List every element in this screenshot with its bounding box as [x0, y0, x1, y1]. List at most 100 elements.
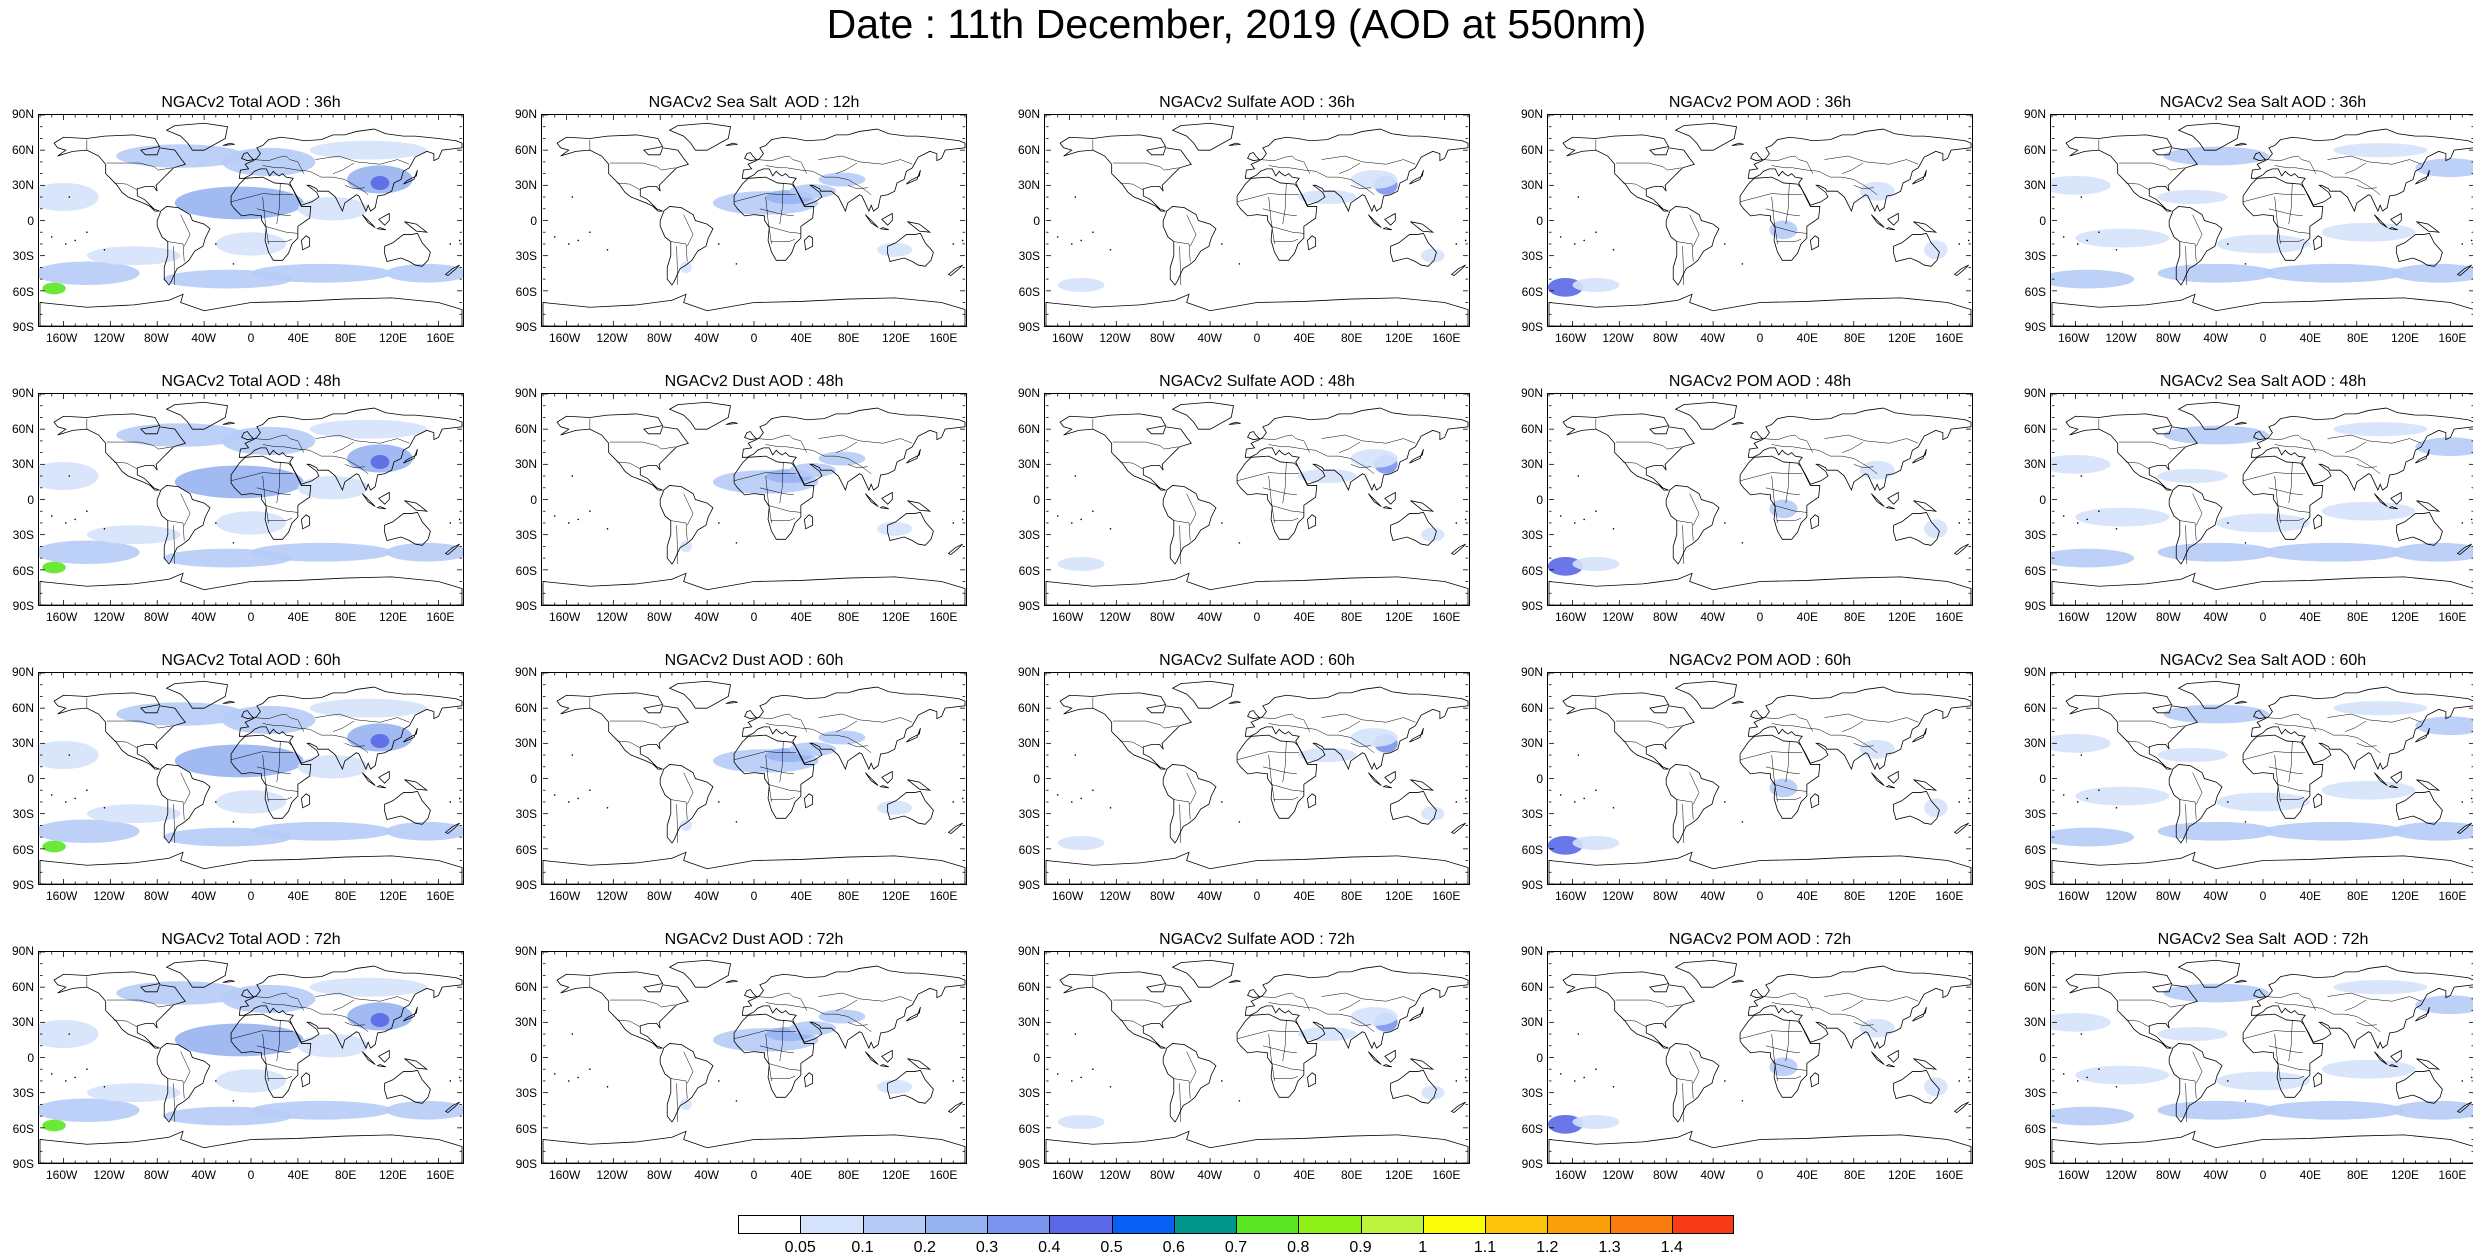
country-border — [670, 241, 688, 262]
island — [74, 1076, 76, 1079]
coastline — [1887, 770, 1899, 784]
tick-marks — [542, 115, 966, 326]
lat-tick-label: 0 — [530, 771, 537, 786]
lon-tick-label: 40E — [1796, 1168, 1818, 1182]
lon-tick-label: 160E — [2438, 610, 2467, 624]
coastline — [1871, 214, 1885, 228]
country-border — [106, 999, 173, 1008]
coastline — [241, 431, 255, 441]
country-border — [1237, 751, 1300, 761]
island — [1967, 1076, 1970, 1079]
country-border — [1853, 743, 1874, 748]
aod-blob — [2216, 1071, 2310, 1091]
lon-tick-label: 80W — [1652, 889, 1678, 903]
country-border — [1350, 464, 1371, 469]
page-title: Date : 11th December, 2019 (AOD at 550nm… — [826, 1, 1647, 47]
lon-tick-label: 80W — [2155, 1168, 2181, 1182]
world-map — [38, 114, 464, 327]
lon-tick-label: 120W — [93, 1168, 125, 1182]
coastline — [165, 122, 228, 151]
island — [232, 1100, 235, 1102]
coastline — [1548, 572, 1972, 605]
country-border — [2268, 1045, 2303, 1054]
lon-tick-label: 40W — [191, 889, 216, 903]
island — [1074, 475, 1077, 477]
country-border — [1622, 182, 1647, 191]
island — [2244, 542, 2247, 544]
country-border — [173, 246, 176, 285]
world-map — [38, 951, 464, 1164]
island — [68, 196, 71, 198]
coastline — [1953, 264, 1969, 277]
lon-tick-label: 120E — [1887, 1168, 1917, 1182]
coastline — [906, 169, 921, 185]
tick-marks — [542, 952, 966, 1163]
country-border — [800, 727, 872, 753]
aod-field — [1548, 181, 1948, 297]
colorbar-label: 0.6 — [1162, 1239, 1185, 1256]
lat-tick-label: 90S — [515, 878, 537, 892]
lon-tick-label: 0 — [247, 331, 255, 345]
lon-tick-label: 160W — [1051, 610, 1084, 624]
aod-field — [1057, 1007, 1445, 1130]
country-border — [1615, 999, 1682, 1008]
aod-field — [2051, 422, 2473, 568]
coastline — [744, 431, 758, 441]
country-border — [267, 1075, 293, 1079]
island — [1056, 236, 1059, 238]
country-border — [231, 193, 294, 203]
panel-title: NGACv2 Sea Salt AOD : 72h — [2157, 931, 2369, 948]
island — [2098, 231, 2100, 234]
country-border — [847, 464, 868, 469]
country-border — [1841, 441, 1864, 453]
coastlines — [2051, 680, 2473, 884]
island — [1583, 518, 1585, 521]
country-border — [180, 1051, 191, 1084]
aod-blob — [251, 821, 392, 841]
island — [718, 243, 720, 245]
panel-title: NGACv2 Dust AOD : 72h — [664, 931, 844, 948]
aod-blob — [42, 561, 66, 574]
coastline — [2065, 971, 2198, 1049]
island — [735, 1100, 738, 1102]
country-border — [262, 196, 269, 245]
lat-tick-label: 60S — [515, 842, 537, 857]
lon-tick-label: 160W — [45, 610, 78, 624]
country-border — [1682, 525, 1685, 564]
coastline — [1409, 1006, 1424, 1022]
country-border — [2265, 434, 2317, 453]
island — [50, 515, 53, 517]
lat-tick-label: 90S — [2024, 599, 2046, 613]
lon-tick-label: 160W — [1554, 331, 1587, 345]
country-border — [1273, 1075, 1299, 1079]
island — [577, 239, 579, 242]
country-border — [1615, 720, 1682, 729]
aod-blob — [789, 742, 837, 757]
tick-marks — [2051, 115, 2473, 326]
coastlines — [1045, 959, 1469, 1163]
coastline — [865, 214, 879, 228]
aod-blob — [1924, 1077, 1948, 1097]
coastline — [1912, 727, 1927, 743]
country-border — [1689, 214, 1700, 247]
coastline — [1810, 793, 1820, 809]
aod-blob — [385, 542, 463, 562]
country-border — [1771, 723, 1807, 729]
lon-tick-label: 120W — [1099, 1168, 1131, 1182]
aod-blob — [680, 1098, 692, 1111]
island — [1958, 801, 1961, 803]
lon-tick-label: 80E — [1340, 889, 1363, 903]
aod-blob — [2163, 146, 2269, 166]
lat-tick-label: 0 — [1033, 492, 1040, 507]
island — [232, 821, 235, 823]
coastline — [403, 169, 418, 185]
lon-tick-label: 40W — [2203, 889, 2228, 903]
island — [1464, 797, 1467, 800]
aod-blob — [680, 261, 692, 274]
aod-blob — [2321, 780, 2416, 800]
panel-title: NGACv2 Dust AOD : 60h — [664, 652, 844, 669]
country-border — [1268, 1033, 1275, 1082]
coastline — [1750, 989, 1764, 999]
coastline — [2250, 686, 2473, 771]
island — [577, 797, 579, 800]
